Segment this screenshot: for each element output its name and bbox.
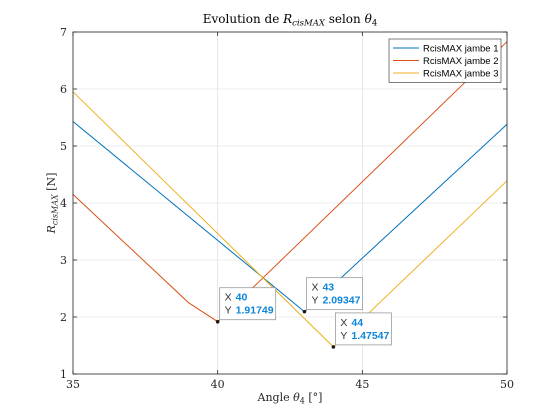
y-tick-label: 7 [60,26,67,39]
y-tick-label: 6 [60,83,67,96]
datatip-x-value: 43 [322,282,334,294]
y-tick-label: 4 [60,197,67,210]
datatip-y-key: Y [340,330,347,342]
legend-entry: RcisMAX jambe 2 [423,56,499,67]
datatip-x-key: X [311,282,318,294]
legend-entry: RcisMAX jambe 3 [423,69,499,80]
datatip[interactable]: X 43 Y 2.09347 [302,277,363,314]
y-axis-label: RcisMAX [N] [45,173,60,235]
x-tick-label: 35 [66,378,80,391]
datatip[interactable]: X 40 Y 1.91749 [215,287,277,324]
datatip-marker [215,319,220,324]
y-tick-label: 5 [60,140,67,153]
datatip-x-value: 44 [351,317,363,329]
x-tick-label: 45 [355,378,369,391]
x-tick-label: 40 [211,378,225,391]
datatip-marker [302,309,307,314]
datatip-x-value: 40 [236,292,248,304]
datatip-y-value: 1.91749 [236,305,274,317]
legend-entry: RcisMAX jambe 1 [423,44,499,55]
datatip-box [219,287,277,321]
datatip-box [306,277,363,311]
datatip-x-key: X [225,292,232,304]
y-tick-label: 3 [60,254,67,267]
y-tick-label: 2 [60,311,67,324]
datatip[interactable]: X 44 Y 1.47547 [331,312,392,349]
series-line-2 [72,41,508,323]
datatip-y-key: Y [225,305,232,317]
datatips: X 40 Y 1.91749 X 43 Y 2.09347 X 44 Y 1.47547 [215,277,392,349]
chart-title: Evolution de RcisMAX selon θ4 [203,12,377,29]
datatip-y-value: 1.47547 [351,330,389,342]
y-tick-label: 1 [60,368,67,381]
datatip-x-key: X [340,317,347,329]
x-tick-label: 50 [500,378,514,391]
datatip-y-key: Y [311,295,318,307]
datatip-box [334,312,392,346]
x-axis-label: Angle θ4 [°] [257,391,323,406]
datatip-y-value: 2.09347 [322,295,360,307]
datatip-marker [331,345,336,349]
